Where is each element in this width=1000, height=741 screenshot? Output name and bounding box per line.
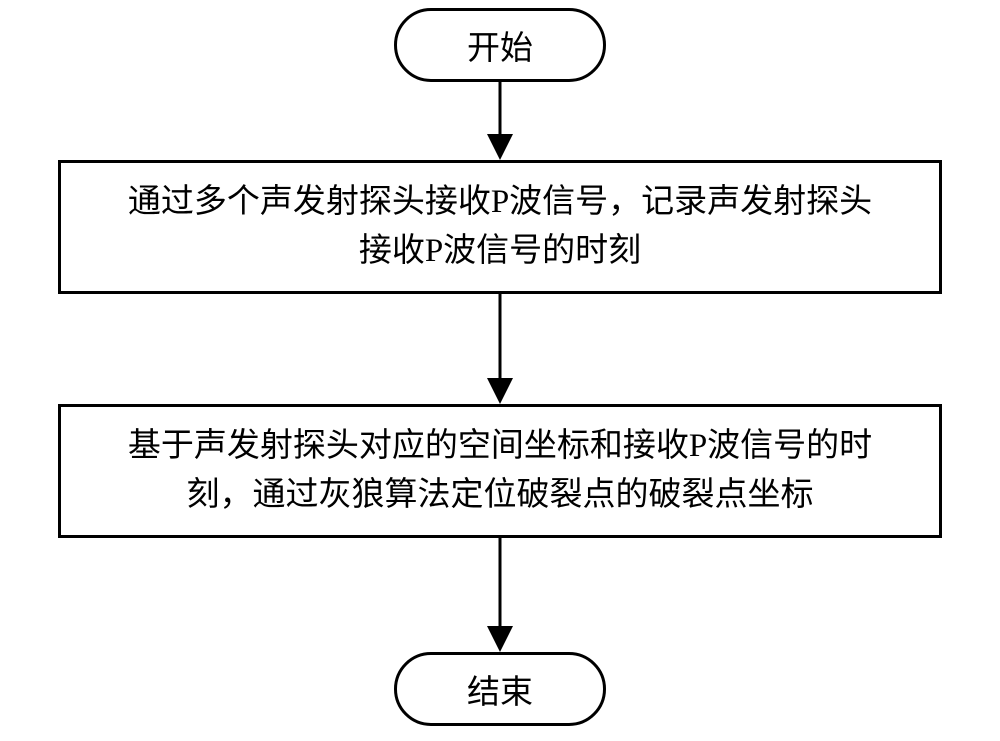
start-node: 开始 [394, 8, 606, 82]
step2-line1: 基于声发射探头对应的空间坐标和接收P波信号的时 [128, 422, 872, 472]
step2-text: 基于声发射探头对应的空间坐标和接收P波信号的时 刻，通过灰狼算法定位破裂点的破裂… [128, 422, 872, 521]
end-node: 结束 [394, 652, 606, 726]
flowchart-canvas: 开始 通过多个声发射探头接收P波信号，记录声发射探头 接收P波信号的时刻 基于声… [0, 0, 1000, 741]
step1-node: 通过多个声发射探头接收P波信号，记录声发射探头 接收P波信号的时刻 [58, 160, 942, 294]
start-label: 开始 [467, 21, 533, 69]
arrow-step1-to-step2 [480, 294, 520, 404]
step2-line2: 刻，通过灰狼算法定位破裂点的破裂点坐标 [128, 471, 872, 521]
step1-text: 通过多个声发射探头接收P波信号，记录声发射探头 接收P波信号的时刻 [128, 178, 872, 277]
step1-line2: 接收P波信号的时刻 [128, 227, 872, 277]
end-label: 结束 [467, 665, 533, 713]
step2-node: 基于声发射探头对应的空间坐标和接收P波信号的时 刻，通过灰狼算法定位破裂点的破裂… [58, 404, 942, 538]
step1-line1: 通过多个声发射探头接收P波信号，记录声发射探头 [128, 178, 872, 228]
arrow-step2-to-end [480, 538, 520, 652]
arrow-start-to-step1 [480, 82, 520, 160]
